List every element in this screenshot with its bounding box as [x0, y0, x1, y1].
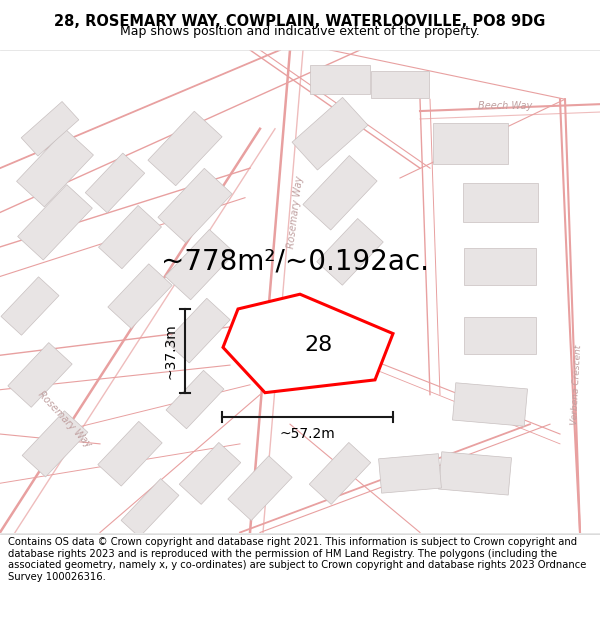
Polygon shape — [452, 382, 527, 426]
Polygon shape — [371, 71, 429, 98]
Text: 28: 28 — [304, 336, 332, 356]
Polygon shape — [317, 219, 383, 285]
Polygon shape — [464, 317, 536, 354]
Text: ~57.2m: ~57.2m — [280, 427, 335, 441]
Polygon shape — [98, 421, 162, 486]
Polygon shape — [108, 264, 172, 329]
Polygon shape — [166, 371, 224, 429]
Polygon shape — [165, 229, 235, 300]
Polygon shape — [98, 206, 161, 269]
Text: Rosemary Way: Rosemary Way — [286, 176, 304, 249]
Polygon shape — [379, 454, 442, 493]
Polygon shape — [310, 65, 370, 94]
Polygon shape — [158, 168, 232, 243]
Polygon shape — [1, 277, 59, 335]
Polygon shape — [22, 411, 88, 477]
Polygon shape — [464, 248, 536, 286]
Polygon shape — [303, 156, 377, 230]
Text: 28, ROSEMARY WAY, COWPLAIN, WATERLOOVILLE, PO8 9DG: 28, ROSEMARY WAY, COWPLAIN, WATERLOOVILL… — [55, 14, 545, 29]
Polygon shape — [433, 123, 508, 164]
Polygon shape — [166, 298, 230, 363]
Text: ~37.3m: ~37.3m — [164, 323, 178, 379]
Text: Contains OS data © Crown copyright and database right 2021. This information is : Contains OS data © Crown copyright and d… — [8, 537, 586, 582]
Polygon shape — [17, 129, 94, 207]
Polygon shape — [309, 442, 371, 504]
Text: Beech Way: Beech Way — [478, 101, 532, 111]
Polygon shape — [439, 452, 512, 495]
Polygon shape — [179, 442, 241, 504]
Text: Verbena Crescent: Verbena Crescent — [571, 344, 584, 425]
Polygon shape — [463, 183, 538, 222]
Polygon shape — [121, 479, 179, 537]
Polygon shape — [292, 98, 368, 170]
Polygon shape — [21, 101, 79, 156]
Polygon shape — [223, 294, 393, 392]
Polygon shape — [228, 456, 292, 521]
Text: Rosemary Way: Rosemary Way — [37, 389, 94, 449]
Polygon shape — [8, 342, 72, 408]
Polygon shape — [17, 184, 92, 260]
Polygon shape — [148, 111, 222, 186]
Text: ~778m²/~0.192ac.: ~778m²/~0.192ac. — [161, 248, 429, 276]
Text: Map shows position and indicative extent of the property.: Map shows position and indicative extent… — [120, 24, 480, 38]
Polygon shape — [85, 153, 145, 213]
